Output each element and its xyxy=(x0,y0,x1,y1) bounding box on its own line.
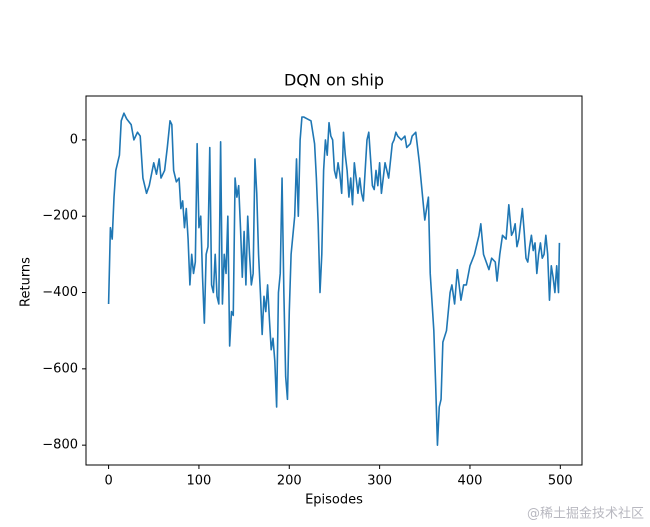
y-axis-label: Returns xyxy=(19,257,34,307)
x-tick-label: 300 xyxy=(367,474,392,489)
watermark: @稀土掘金技术社区 xyxy=(527,506,644,522)
y-tick-label: −400 xyxy=(42,285,78,300)
x-axis-label: Episodes xyxy=(305,493,363,508)
x-tick-label: 100 xyxy=(187,474,212,489)
x-tick-label: 200 xyxy=(277,474,302,489)
y-tick-label: −200 xyxy=(42,209,78,224)
y-tick-label: −800 xyxy=(42,438,78,453)
x-tick-label: 500 xyxy=(548,474,573,489)
chart-title: DQN on ship xyxy=(284,71,384,90)
data-line xyxy=(107,112,561,446)
plot-frame xyxy=(85,95,583,466)
y-tick-label: −600 xyxy=(42,361,78,376)
x-tick-label: 0 xyxy=(104,474,112,489)
x-tick-label: 400 xyxy=(458,474,483,489)
y-tick-label: 0 xyxy=(70,132,78,147)
